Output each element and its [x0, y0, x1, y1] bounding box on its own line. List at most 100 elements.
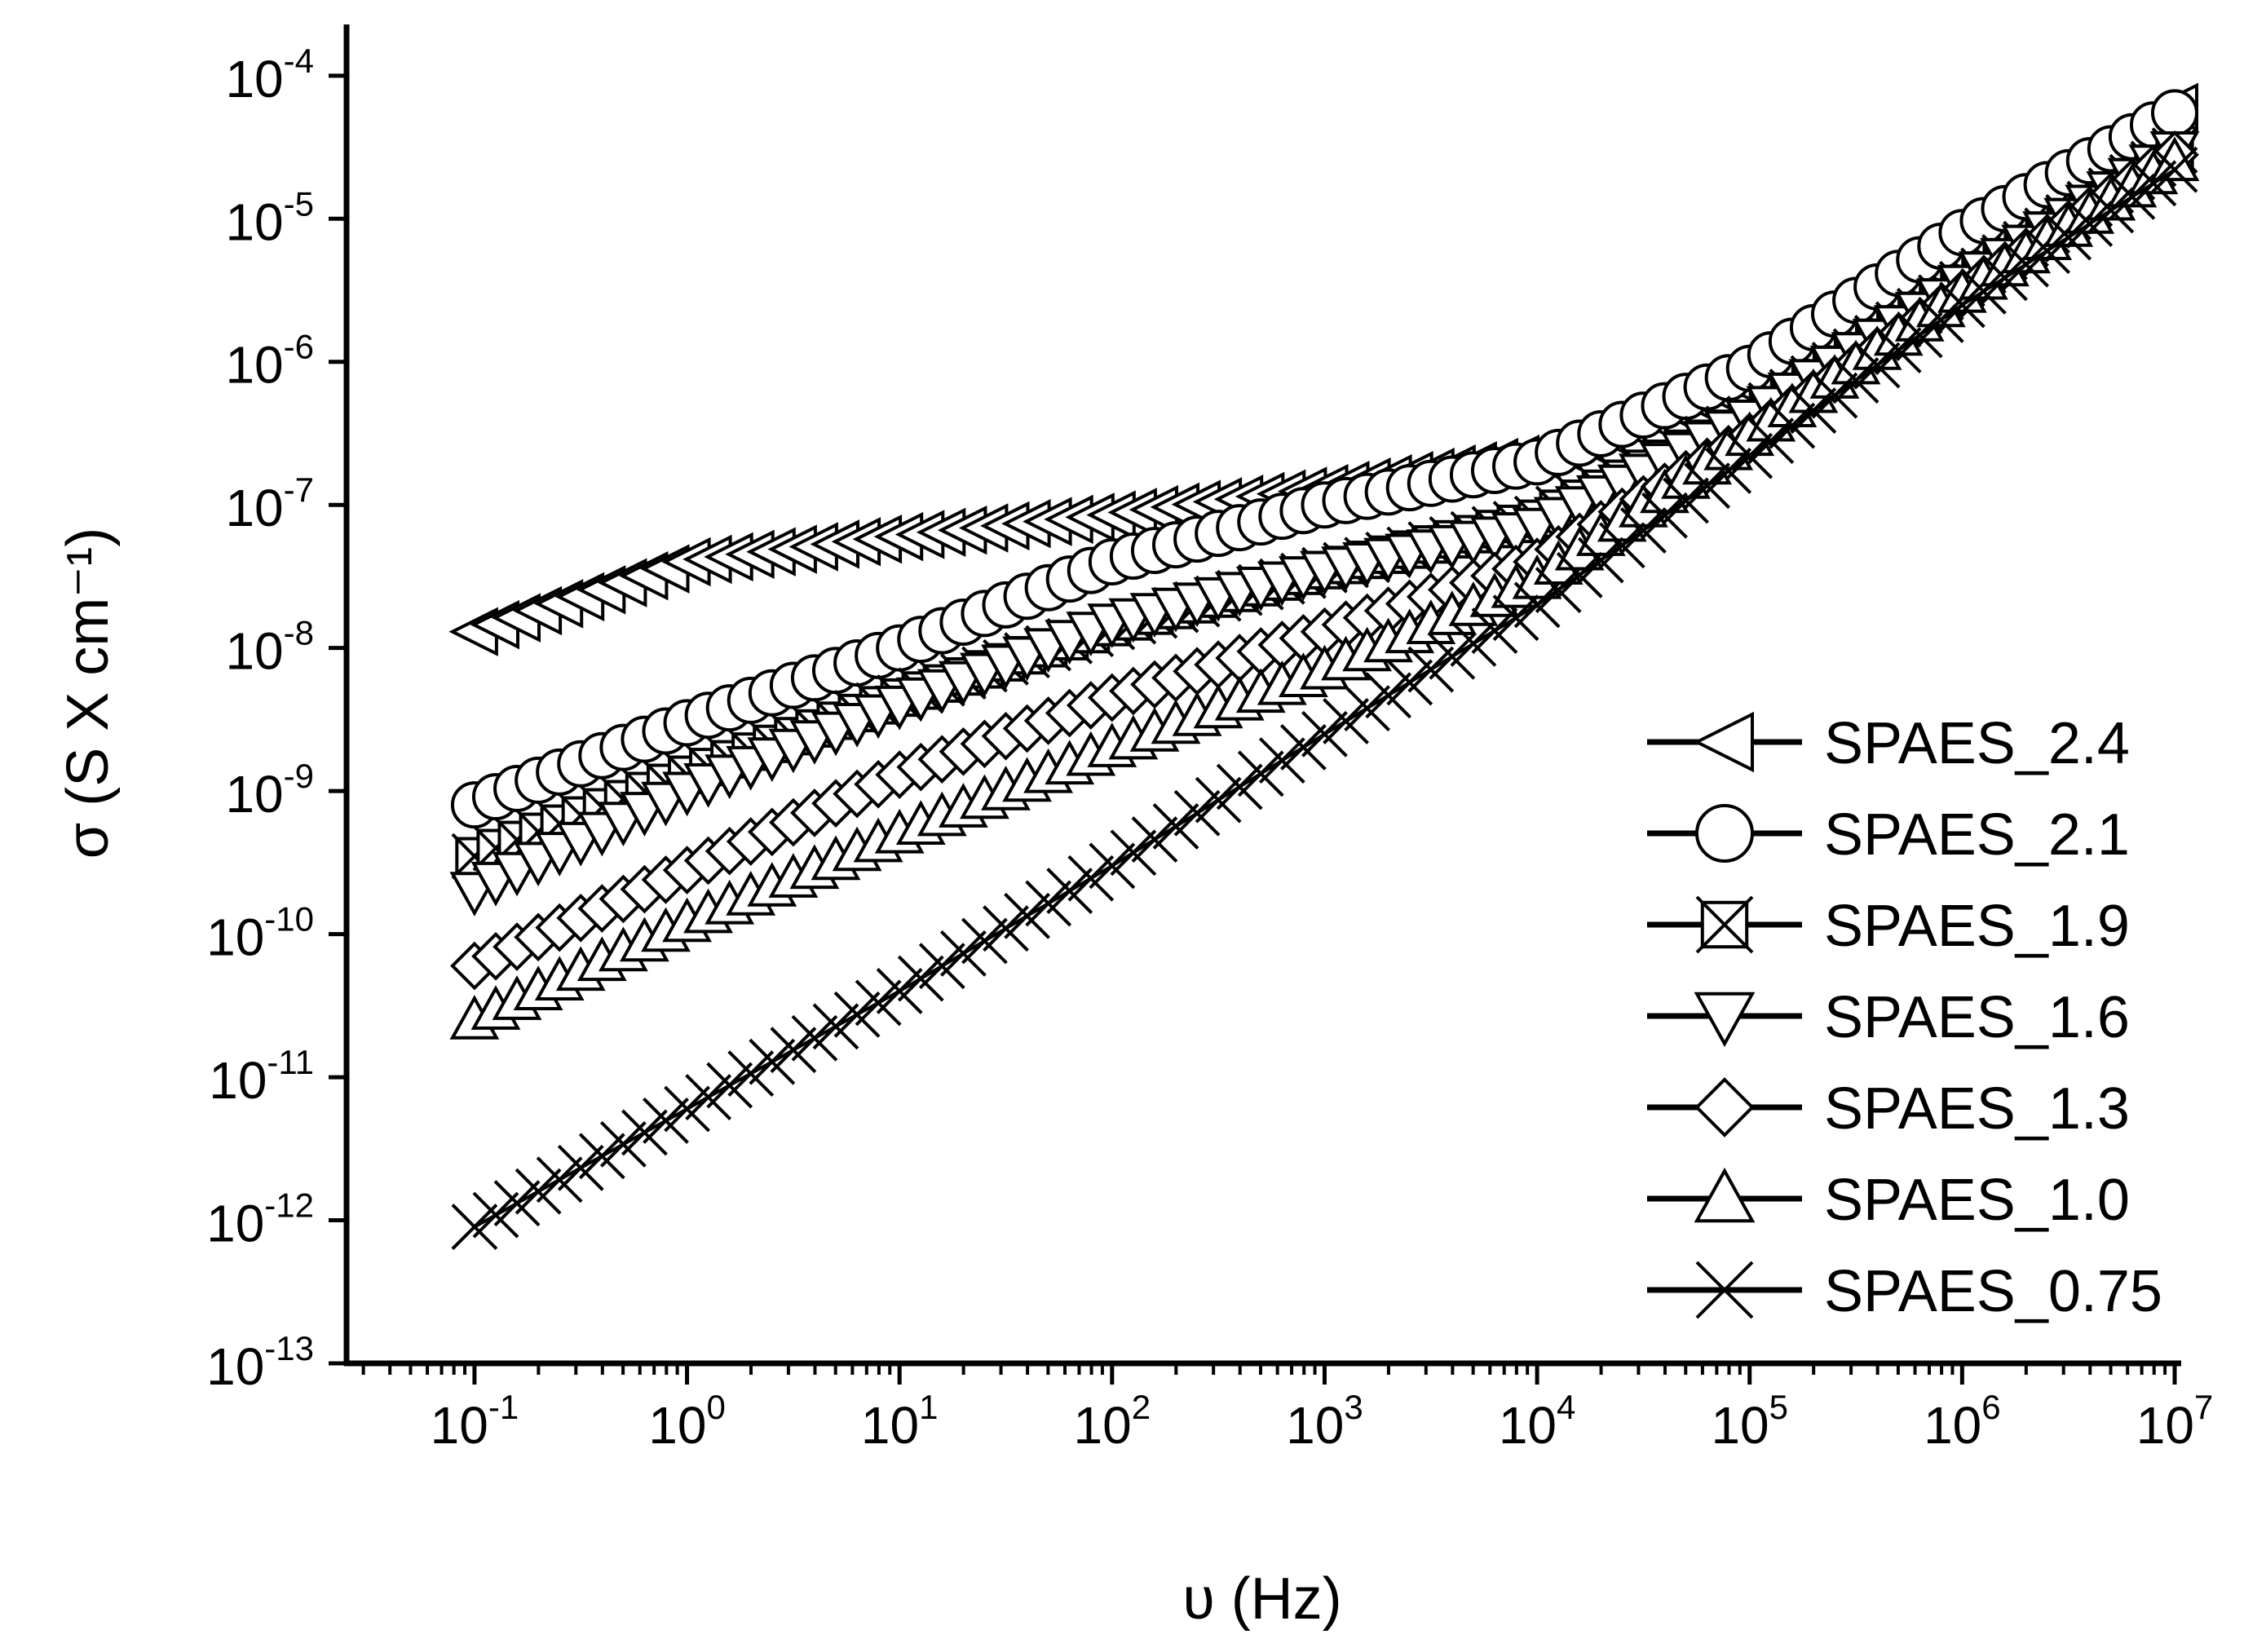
legend-entry: SPAES_2.4 [1647, 711, 2130, 776]
data-point [472, 1191, 519, 1239]
series-SPAES_2.1 [450, 89, 2198, 829]
legend: SPAES_2.4 SPAES_2.1 SPAES_1.9 SPAES_1.6 SPAE… [1647, 711, 2162, 1324]
y-tick-label: 10-7 [225, 470, 314, 537]
data-point [1089, 842, 1136, 890]
data-point [897, 955, 944, 1002]
legend-entry: SPAES_1.0 [1647, 1167, 2130, 1233]
data-point [1386, 659, 1433, 706]
data-point [749, 1038, 796, 1085]
data-point [1131, 816, 1178, 863]
data-point [1323, 698, 1369, 744]
data-point [1917, 297, 1964, 343]
data-point [2130, 160, 2177, 207]
x-tick-label: 102 [1074, 1388, 1151, 1455]
data-point [1513, 581, 1561, 629]
data-point [770, 1027, 817, 1074]
data-point [1492, 594, 1539, 642]
x-tick-label: 100 [648, 1388, 726, 1455]
x-tick-label: 103 [1286, 1388, 1363, 1455]
data-point [1279, 724, 1327, 771]
data-point [1705, 447, 1752, 494]
data-point [1747, 417, 1795, 465]
data-point [1556, 551, 1603, 599]
data-point [557, 1144, 604, 1191]
data-point [1535, 567, 1582, 613]
legend-marker [1693, 711, 1754, 773]
data-point [2024, 227, 2071, 275]
data-point [451, 1204, 498, 1250]
y-tick-label: 10-13 [206, 1329, 314, 1396]
data-point [1577, 537, 1624, 584]
data-point [727, 1050, 775, 1098]
data-point [1429, 633, 1476, 680]
data-point [939, 930, 987, 977]
x-tick-label: 107 [2136, 1388, 2214, 1455]
data-point [643, 1098, 689, 1144]
data-point [791, 1014, 838, 1062]
data-point [1195, 776, 1242, 824]
data-point [961, 917, 1008, 965]
data-point [1237, 750, 1284, 797]
data-point [1471, 607, 1518, 654]
legend-entry: SPAES_1.3 [1647, 1076, 2130, 1142]
y-axis-title: σ (S X cm⁻¹) [55, 528, 121, 859]
data-point [1853, 342, 1901, 389]
data-point [599, 1120, 647, 1168]
data-point [1811, 372, 1858, 419]
data-point [1344, 685, 1391, 732]
data-point [1450, 620, 1497, 667]
data-point [1598, 522, 1645, 569]
data-point [515, 1168, 562, 1215]
data-point [1875, 327, 1922, 373]
data-point [2109, 173, 2156, 220]
data-point [1365, 672, 1412, 719]
data-point [1025, 880, 1072, 927]
legend-label: SPAES_1.3 [1824, 1076, 2130, 1142]
legend-label: SPAES_0.75 [1824, 1259, 2162, 1324]
legend-marker [1694, 1167, 1756, 1223]
legend-label: SPAES_2.1 [1824, 802, 2130, 868]
data-point [833, 991, 881, 1038]
data-point [1152, 803, 1199, 850]
data-point [664, 1085, 710, 1133]
data-point [2151, 89, 2198, 137]
data-point [1981, 254, 2028, 302]
legend-entry: SPAES_2.1 [1647, 802, 2130, 868]
data-point [2003, 241, 2049, 288]
data-point [1258, 737, 1305, 784]
legend-marker [1694, 992, 1756, 1048]
data-point [706, 1062, 753, 1109]
y-tick-label: 10-10 [206, 900, 314, 967]
y-tick-label: 10-4 [225, 42, 314, 108]
data-point [1619, 507, 1667, 554]
x-axis-title: υ (Hz) [1182, 1566, 1341, 1632]
y-tick-label: 10-8 [225, 614, 314, 681]
legend-label: SPAES_1.6 [1824, 985, 2130, 1050]
legend-marker [1695, 895, 1754, 954]
data-point [1663, 477, 1709, 524]
data-point [1684, 462, 1731, 510]
legend-label: SPAES_1.0 [1824, 1168, 2130, 1233]
y-tick-label: 10-11 [209, 1043, 314, 1110]
data-point [983, 905, 1029, 952]
y-tick-label: 10-5 [225, 184, 314, 251]
x-tick-label: 101 [861, 1388, 939, 1455]
data-point [1769, 402, 1816, 449]
data-point [493, 1180, 541, 1227]
y-tick-label: 10-6 [225, 328, 314, 395]
axes: 10-1 100 101 102 103 104 105 106 107 10-13 10-12 10… [206, 24, 2213, 1455]
x-tick-label: 105 [1711, 1388, 1788, 1455]
data-point [578, 1133, 625, 1180]
y-tick-label: 10-12 [206, 1186, 314, 1253]
data-point [1832, 357, 1879, 404]
data-point [1173, 789, 1221, 837]
data-point [1896, 311, 1943, 359]
legend-marker [1694, 1077, 1755, 1137]
data-point [2045, 214, 2092, 261]
data-point [536, 1156, 583, 1204]
legend-entry: SPAES_1.9 [1647, 894, 2130, 959]
data-point [1726, 432, 1773, 479]
data-point [1110, 829, 1157, 877]
data-point [2087, 187, 2135, 234]
